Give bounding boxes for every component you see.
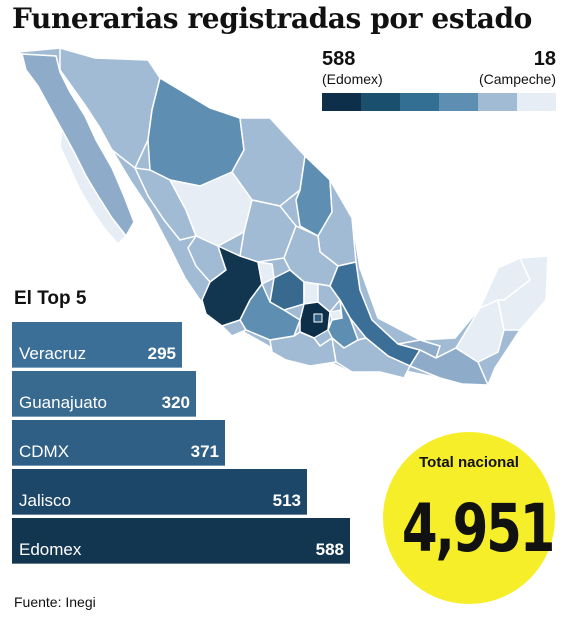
map-legend: 588 (Edomex) 18 (Campeche) [320,44,560,116]
top5-bar-label: Veracruz [19,344,87,363]
total-label: Total nacional [419,454,519,471]
top5-bar-label: Guanajuato [19,393,107,412]
total-badge: Total nacional 4,951 [383,432,555,604]
legend-swatch [517,93,556,111]
map-cdmx [313,313,323,323]
mexico-map [0,40,570,430]
map-colima [220,319,248,337]
top5-title: El Top 5 [14,288,87,309]
legend-swatch [439,93,478,111]
total-value: 4,951 [401,490,555,567]
legend-min-label: (Campeche) [478,71,556,87]
map-quintana-roo [497,255,549,331]
top5-bar: Guanajuato 320 [12,371,196,417]
top5-bar: Edomex 588 [12,518,350,564]
top5-bar-value: 588 [315,540,344,559]
top5-bar: Veracruz 295 [12,322,182,368]
top5-bar: CDMX 371 [12,420,225,466]
map-queretaro [303,281,319,305]
map-hidalgo [317,283,341,314]
legend-max-value: 588 [322,48,356,70]
legend-swatch [400,93,439,111]
map-baja-california-sur [59,127,127,246]
top5-bar: Jalisco 513 [12,469,307,515]
top5-bar-value: 320 [161,393,190,412]
top5-bar-value: 371 [190,442,219,461]
legend-swatch [322,93,361,111]
top5-bar-value: 295 [147,344,176,363]
legend-max-label: (Edomex) [322,71,383,87]
top5-bar-value: 513 [272,491,301,510]
map-tabasco [397,339,441,360]
legend-color-scale [322,93,556,111]
legend-swatch [478,93,517,111]
source-note: Fuente: Inegi [14,594,96,610]
map-chihuahua [147,76,245,187]
legend-min-value: 18 [533,48,556,70]
legend-swatch [361,93,400,111]
map-oaxaca [330,336,412,379]
top5-bar-label: CDMX [19,442,70,461]
top5-bar-label: Edomex [19,540,82,559]
top5-bar-label: Jalisco [19,491,71,510]
page-title: Funerarias registradas por estado [12,2,532,35]
